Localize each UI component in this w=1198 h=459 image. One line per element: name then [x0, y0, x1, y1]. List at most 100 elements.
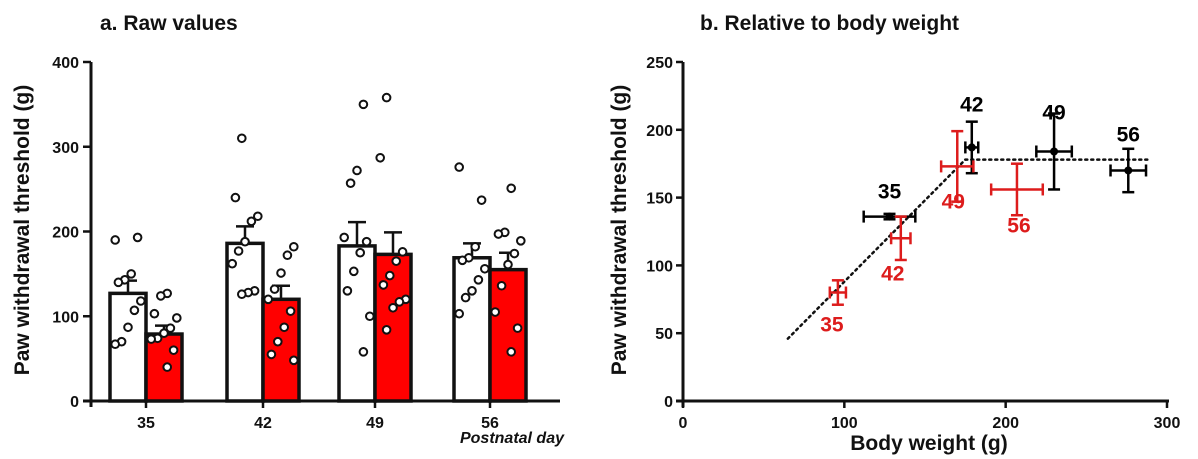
data-point — [289, 355, 299, 366]
data-point — [123, 322, 133, 333]
x-tick-label: 56 — [481, 415, 499, 432]
data-point — [269, 284, 280, 294]
point-label: 56 — [1117, 123, 1140, 146]
data-point — [506, 347, 517, 357]
panel-a: a. Raw values Paw withdrawal threshold (… — [11, 12, 565, 447]
data-point — [467, 286, 477, 296]
data-point — [237, 289, 247, 300]
data-point — [476, 195, 487, 205]
data-point — [381, 92, 392, 103]
data-point — [358, 347, 369, 357]
data-point — [355, 247, 366, 258]
y-tick-label: 150 — [646, 191, 673, 208]
data-point — [388, 302, 398, 313]
y-tick-label: 400 — [52, 55, 79, 72]
point-label: 35 — [878, 181, 902, 204]
data-point — [358, 99, 369, 110]
data-point — [470, 241, 481, 252]
x-tick-label: 300 — [1154, 415, 1181, 432]
data-point — [512, 323, 523, 333]
data-point — [503, 259, 513, 270]
data-point — [126, 269, 136, 279]
panel-b-y-axis-label: Paw withdrawal threshold (g) — [608, 85, 631, 376]
y-tick-label: 250 — [646, 55, 673, 72]
data-point — [132, 232, 143, 243]
y-tick-label: 100 — [646, 258, 673, 275]
data-point — [168, 345, 179, 355]
data-point — [240, 236, 250, 247]
y-tick-label: 0 — [664, 394, 673, 411]
data-point — [385, 270, 395, 281]
data-point — [156, 291, 166, 301]
data-point — [276, 268, 286, 278]
data-point — [457, 255, 468, 266]
point-label: 49 — [942, 190, 965, 213]
data-point — [361, 236, 372, 247]
data-point — [273, 336, 283, 347]
data-point — [378, 280, 389, 290]
x-tick-label: 100 — [831, 415, 858, 432]
x-tick-label: 0 — [679, 415, 688, 432]
point-label: 49 — [1042, 101, 1065, 124]
y-tick-label: 200 — [52, 225, 79, 242]
data-point — [246, 216, 257, 227]
data-point — [394, 297, 405, 307]
data-point — [279, 322, 290, 333]
point-label: 42 — [960, 93, 983, 116]
panel-b: b. Relative to body weight Paw withdrawa… — [608, 12, 1180, 455]
panel-a-x-axis-note: Postnatal day — [460, 430, 565, 447]
data-point — [289, 241, 299, 252]
data-point — [1124, 166, 1133, 175]
data-point — [110, 339, 120, 350]
data-point — [110, 235, 120, 245]
data-point — [227, 258, 237, 269]
y-tick-label: 50 — [655, 326, 673, 343]
data-point — [375, 152, 386, 163]
data-point — [509, 248, 520, 259]
data-point — [454, 308, 465, 319]
data-point — [266, 349, 277, 360]
data-point — [397, 247, 408, 257]
data-point — [159, 328, 169, 339]
data-point — [339, 232, 350, 243]
data-point — [967, 143, 976, 152]
data-point — [113, 277, 124, 288]
point-label: 35 — [820, 314, 844, 337]
data-point — [165, 323, 176, 333]
data-point — [1050, 147, 1059, 156]
x-tick-label: 42 — [254, 415, 272, 432]
data-point — [342, 286, 353, 296]
data-point — [129, 305, 140, 316]
data-point — [237, 133, 247, 144]
data-point — [365, 311, 375, 322]
fit-line — [786, 158, 1153, 340]
data-point — [506, 183, 517, 194]
point-label: 42 — [881, 262, 904, 285]
panel-b-title: b. Relative to body weight — [700, 12, 959, 35]
data-point — [285, 306, 296, 316]
data-point — [252, 211, 263, 222]
data-point — [493, 229, 504, 239]
x-tick-label: 49 — [366, 415, 384, 432]
y-tick-label: 100 — [52, 309, 79, 326]
data-point — [473, 275, 484, 285]
data-point — [230, 192, 241, 203]
data-point — [490, 307, 501, 317]
data-point — [454, 162, 465, 172]
y-tick-label: 0 — [70, 394, 79, 411]
panel-a-title: a. Raw values — [100, 12, 238, 35]
data-point — [263, 294, 274, 305]
y-tick-label: 200 — [646, 123, 673, 140]
data-point — [282, 250, 293, 261]
bar — [261, 297, 301, 403]
data-point — [162, 362, 172, 372]
data-point — [146, 334, 156, 344]
data-point — [149, 308, 160, 319]
x-tick-label: 35 — [137, 415, 155, 432]
point-label: 56 — [1007, 214, 1030, 237]
panel-a-y-axis-label: Paw withdrawal threshold (g) — [11, 85, 34, 376]
data-point — [391, 256, 402, 266]
x-tick-label: 200 — [992, 415, 1019, 432]
data-point — [233, 246, 244, 256]
